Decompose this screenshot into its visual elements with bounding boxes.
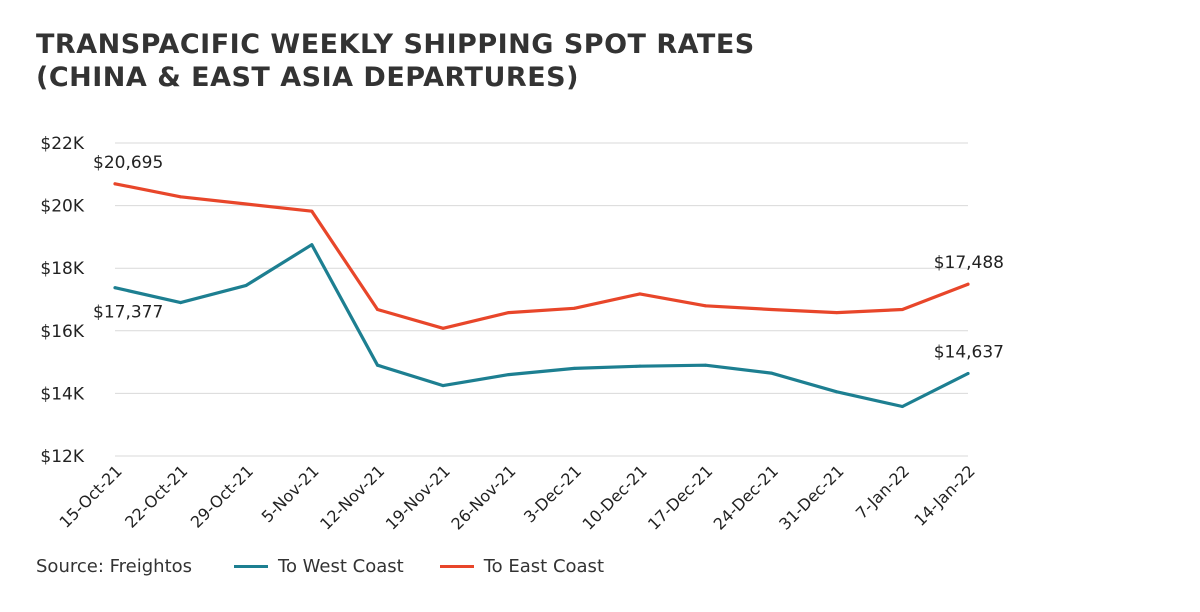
data-point-to-east-coast: [441, 326, 445, 330]
x-tick-label: 3-Dec-21: [520, 461, 585, 526]
data-point-to-east-coast: [244, 202, 248, 206]
x-tick-label: 26-Nov-21: [447, 461, 519, 533]
data-point-to-east-coast: [310, 209, 314, 213]
y-axis-ticks: $12K $14K $16K $18K $20K $22K: [40, 134, 84, 467]
x-tick-label: 15-Oct-21: [56, 461, 126, 531]
data-label: $17,488: [934, 253, 1004, 273]
series-line-to-east-coast: [113, 182, 970, 330]
x-tick-label: 17-Dec-21: [644, 461, 716, 533]
data-point-to-east-coast: [179, 195, 183, 199]
data-label: $17,377: [93, 303, 163, 323]
data-point-to-west-coast: [113, 286, 117, 290]
data-point-to-east-coast: [835, 311, 839, 315]
x-tick-label: 14-Jan-22: [910, 461, 978, 529]
legend-item-east-coast: To East Coast: [439, 555, 604, 577]
data-point-to-east-coast: [375, 308, 379, 312]
x-tick-label: 24-Dec-21: [710, 461, 782, 533]
data-point-to-east-coast: [507, 311, 511, 315]
data-point-to-west-coast: [900, 405, 904, 409]
data-point-to-east-coast: [572, 306, 576, 310]
y-tick-label: $14K: [40, 384, 84, 404]
data-point-to-west-coast: [310, 243, 314, 247]
data-point-to-west-coast: [244, 283, 248, 287]
data-point-to-east-coast: [900, 308, 904, 312]
legend-item-west-coast: To West Coast: [234, 556, 404, 577]
x-tick-label: 22-Oct-21: [121, 461, 191, 531]
chart-title-line-2: (CHINA & EAST ASIA DEPARTURES): [36, 62, 579, 93]
data-point-to-west-coast: [507, 373, 511, 377]
data-point-to-east-coast: [638, 292, 642, 296]
data-point-to-west-coast: [572, 366, 576, 370]
gridlines: [115, 142, 968, 457]
chart-title-line-1: TRANSPACIFIC WEEKLY SHIPPING SPOT RATES: [36, 29, 755, 60]
y-tick-label: $22K: [40, 134, 84, 154]
x-tick-label: 7-Jan-22: [852, 461, 913, 522]
data-point-to-west-coast: [769, 371, 773, 375]
y-tick-label: $18K: [40, 259, 84, 279]
chart-footer: Source: Freightos To West Coast To East …: [36, 553, 640, 579]
legend-label-east-coast: To East Coast: [483, 555, 604, 577]
data-point-to-east-coast: [113, 182, 117, 186]
data-point-to-west-coast: [704, 363, 708, 367]
series-lines: [113, 182, 970, 409]
data-point-to-west-coast: [441, 384, 445, 388]
source-note: Source: Freightos: [36, 555, 193, 577]
x-tick-label: 5-Nov-21: [258, 461, 323, 526]
y-tick-label: $16K: [40, 322, 84, 342]
data-point-to-west-coast: [638, 364, 642, 368]
x-tick-label: 29-Oct-21: [187, 461, 257, 531]
data-labels: $20,695 $17,377 $17,488 $14,637: [93, 153, 1004, 363]
data-label: $14,637: [934, 342, 1004, 362]
data-point-to-east-coast: [966, 282, 970, 286]
y-tick-label: $12K: [40, 447, 84, 467]
x-tick-label: 12-Nov-21: [316, 461, 388, 533]
data-point-to-east-coast: [704, 304, 708, 308]
data-point-to-east-coast: [769, 308, 773, 312]
x-tick-label: 10-Dec-21: [578, 461, 650, 533]
data-point-to-west-coast: [375, 363, 379, 367]
chart-title: TRANSPACIFIC WEEKLY SHIPPING SPOT RATES …: [36, 28, 755, 94]
legend-label-west-coast: To West Coast: [278, 555, 404, 577]
y-tick-label: $20K: [40, 197, 84, 217]
data-point-to-west-coast: [966, 371, 970, 375]
x-tick-label: 31-Dec-21: [775, 461, 847, 533]
data-point-to-west-coast: [835, 390, 839, 394]
legend-swatch-west-coast: [234, 564, 269, 568]
data-label: $20,695: [93, 153, 163, 173]
x-tick-label: 19-Nov-21: [382, 461, 454, 533]
series-line-to-west-coast: [113, 243, 970, 409]
legend-swatch-east-coast: [439, 564, 474, 568]
data-point-to-west-coast: [179, 301, 183, 305]
